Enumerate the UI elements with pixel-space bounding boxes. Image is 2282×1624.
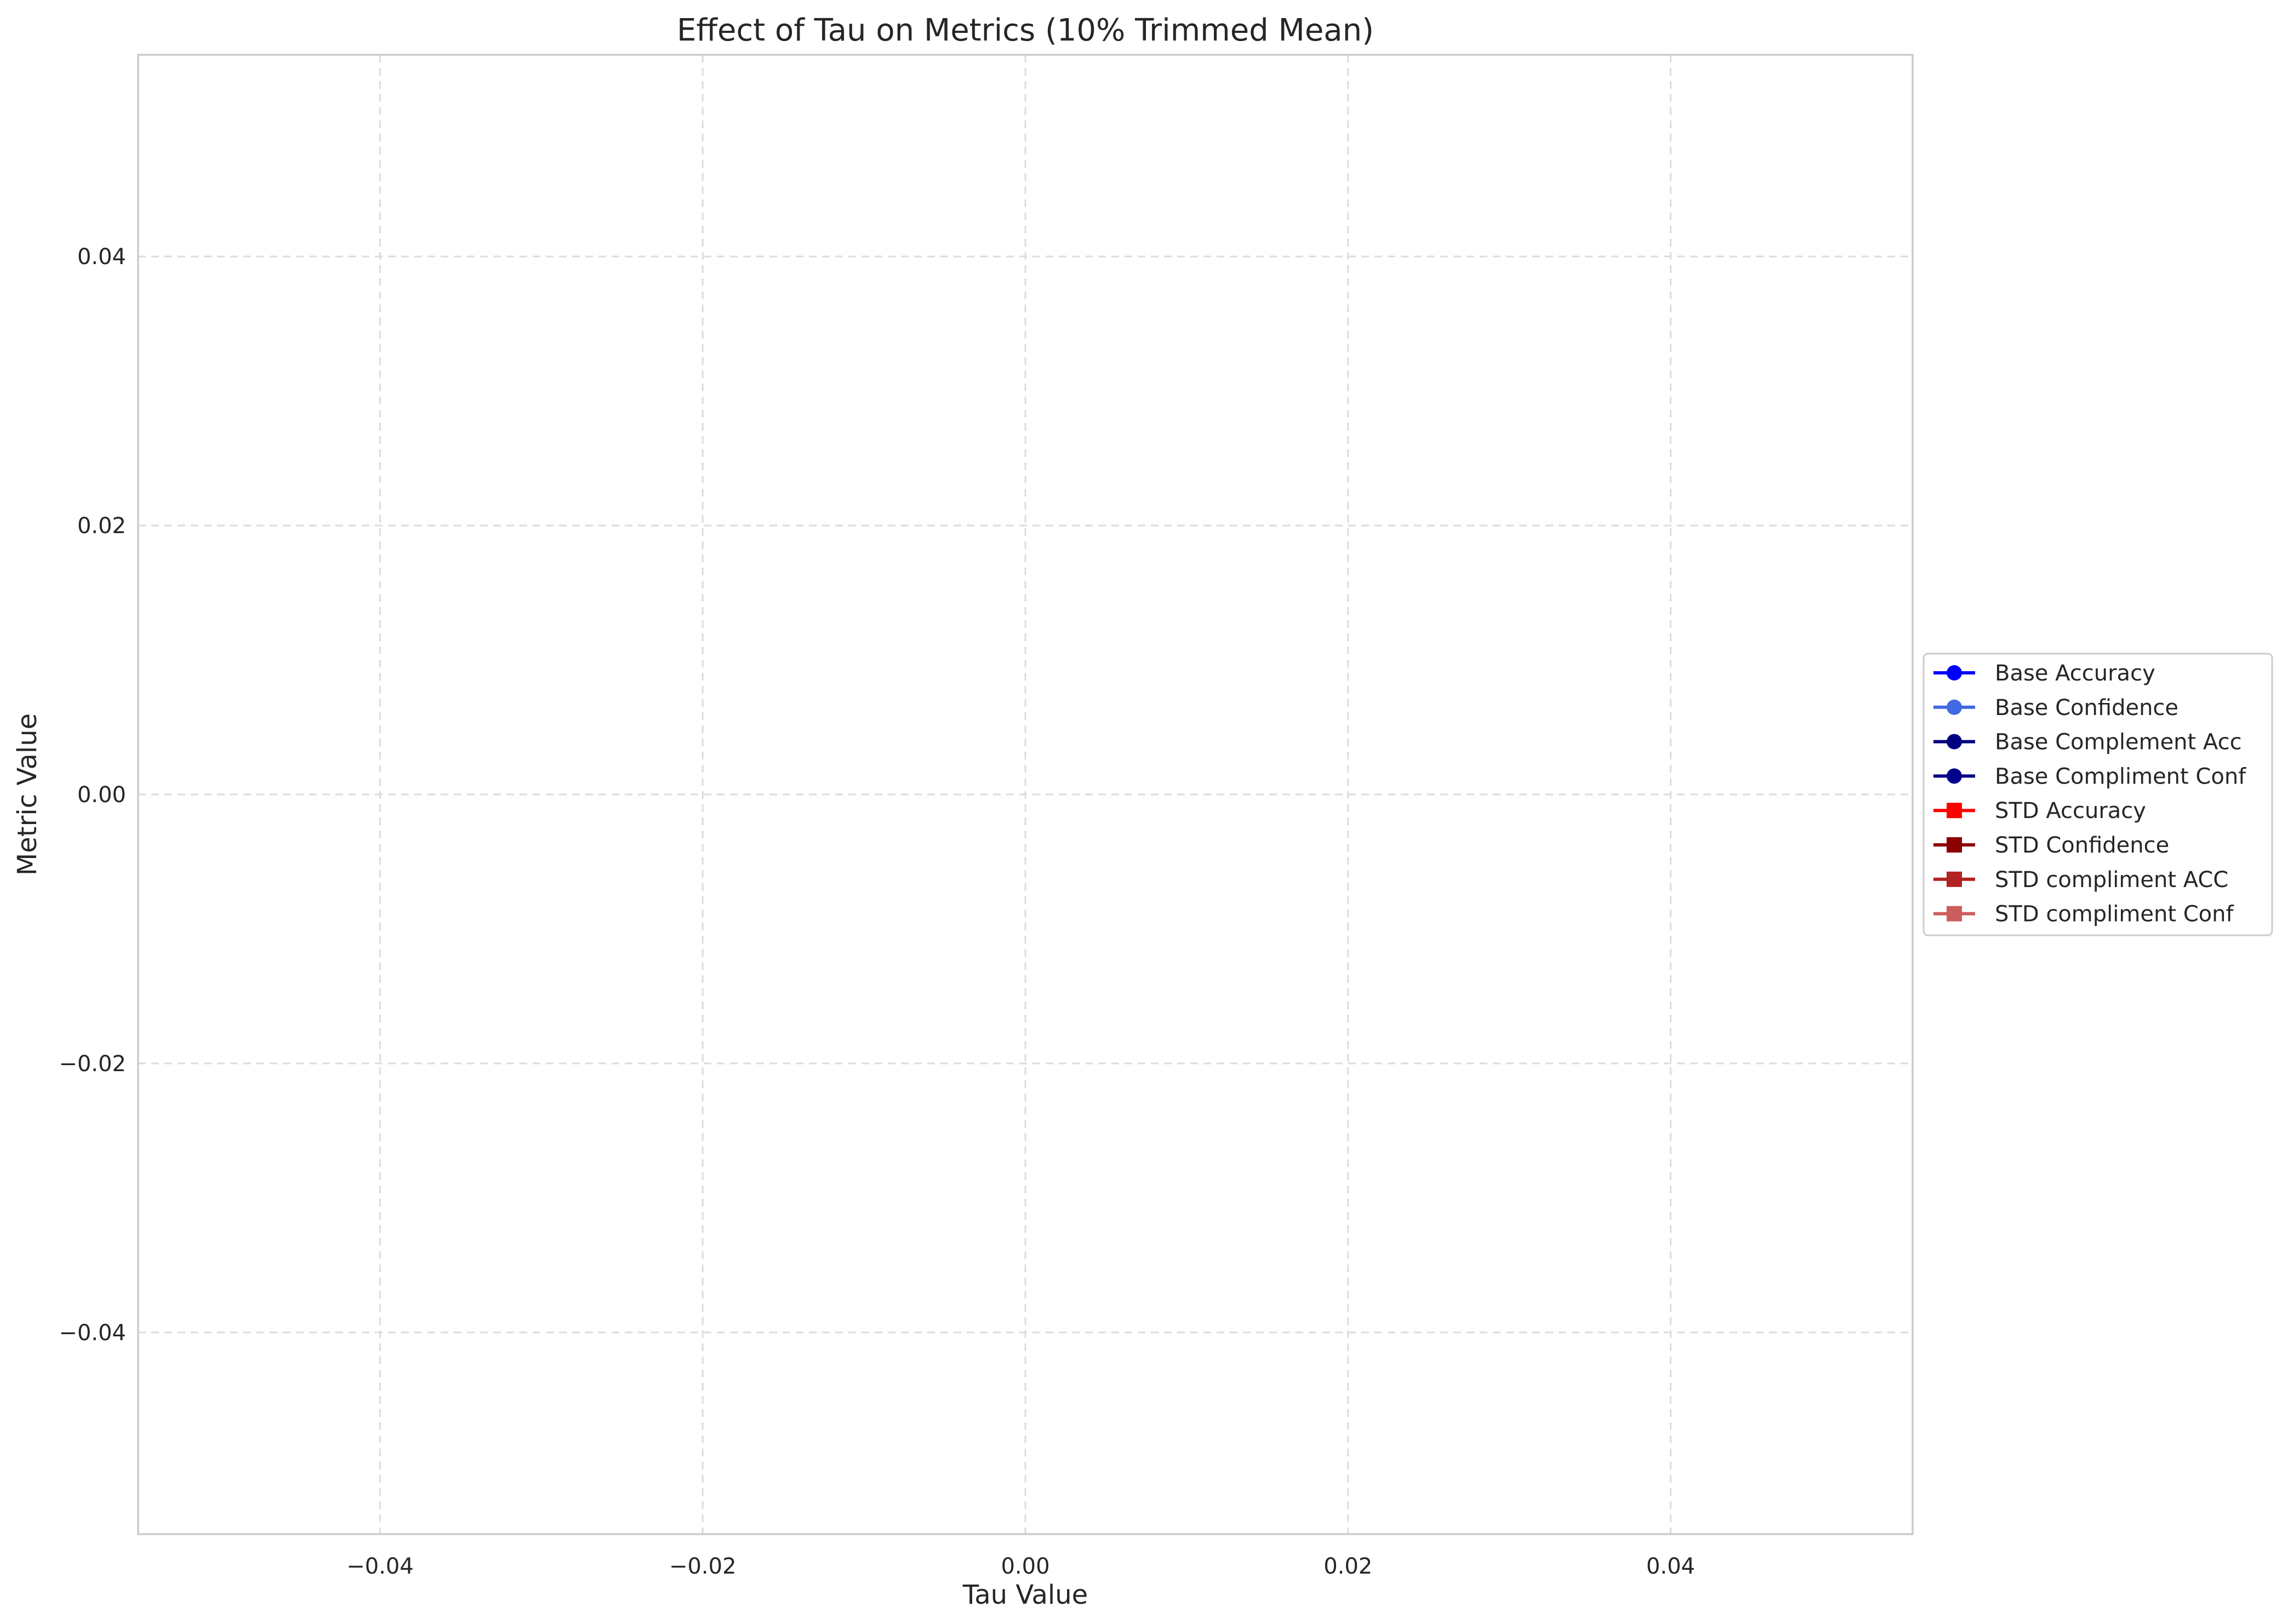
chart-title: Effect of Tau on Metrics (10% Trimmed Me…: [677, 13, 1374, 48]
legend-circle-marker: [1947, 768, 1962, 784]
legend-label: Base Accuracy: [1995, 661, 2155, 686]
x-tick-label: −0.04: [346, 1554, 414, 1579]
legend-label: STD Accuracy: [1995, 798, 2146, 824]
legend-square-marker: [1947, 837, 1962, 853]
legend-label: STD compliment Conf: [1995, 902, 2234, 927]
legend-label: STD compliment ACC: [1995, 867, 2228, 893]
x-tick-label: 0.04: [1646, 1554, 1695, 1579]
legend: Base Accuracy Base Confidence Base Complem…: [1922, 653, 2273, 936]
x-tick-label: −0.02: [669, 1554, 737, 1579]
y-tick-label: 0.02: [77, 513, 126, 539]
legend-label: STD Confidence: [1995, 833, 2169, 858]
plot-area-frame: [137, 54, 1914, 1535]
legend-circle-marker: [1947, 699, 1962, 715]
legend-item: Base Compliment Conf: [1933, 764, 2246, 789]
legend-items: Base Accuracy Base Confidence Base Complem…: [1933, 661, 2246, 927]
x-axis-ticks: −0.04 −0.02 0.00 0.02 0.04: [346, 1554, 1695, 1579]
legend-item: STD Accuracy: [1933, 798, 2146, 824]
y-axis-label: Metric Value: [12, 713, 43, 876]
y-tick-label: −0.02: [59, 1051, 126, 1077]
x-tick-label: 0.02: [1323, 1554, 1372, 1579]
legend-item: STD Confidence: [1933, 833, 2169, 858]
y-tick-label: 0.00: [77, 782, 126, 808]
legend-item: Base Accuracy: [1933, 661, 2155, 686]
legend-item: Base Complement Acc: [1933, 730, 2242, 755]
legend-box: [1922, 653, 2273, 936]
legend-item: Base Confidence: [1933, 695, 2178, 720]
legend-circle-marker: [1947, 665, 1962, 681]
legend-circle-marker: [1947, 734, 1962, 750]
legend-square-marker: [1947, 906, 1962, 922]
legend-label: Base Confidence: [1995, 695, 2178, 720]
legend-square-marker: [1947, 803, 1962, 819]
legend-item: STD compliment Conf: [1933, 902, 2234, 927]
y-tick-label: 0.04: [77, 244, 126, 270]
x-tick-label: 0.00: [1001, 1554, 1049, 1579]
y-tick-label: −0.04: [59, 1320, 126, 1346]
legend-label: Base Compliment Conf: [1995, 764, 2246, 789]
legend-square-marker: [1947, 871, 1962, 887]
y-axis-ticks: −0.04 −0.02 0.00 0.02 0.04: [59, 244, 126, 1346]
grid-lines: [138, 55, 1913, 1534]
legend-item: STD compliment ACC: [1933, 867, 2228, 893]
legend-label: Base Complement Acc: [1995, 730, 2242, 755]
x-axis-label: Tau Value: [962, 1580, 1088, 1610]
